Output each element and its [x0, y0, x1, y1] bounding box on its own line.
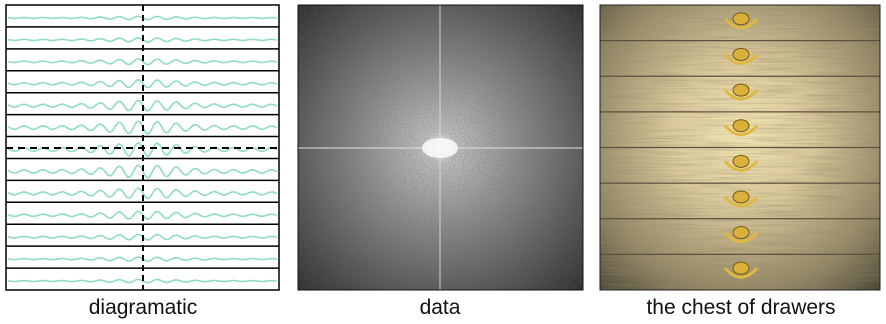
handle-plate [733, 120, 749, 132]
handle-plate [733, 227, 749, 239]
handle-plate [733, 262, 749, 274]
caption: diagramatic [89, 296, 198, 319]
handle-plate [733, 84, 749, 96]
data-panel [298, 5, 583, 290]
page: diagramatic data the chest of drawers ((… [0, 0, 886, 324]
drawers-panel [600, 5, 880, 290]
handle-plate [733, 155, 749, 167]
handle-plate [733, 13, 749, 25]
caption: data [420, 296, 461, 319]
diagram-panel [6, 5, 279, 290]
handle-plate [733, 48, 749, 60]
figure: diagramatic data the chest of drawers [0, 0, 886, 324]
caption: the chest of drawers [646, 296, 835, 319]
center-glow [422, 138, 458, 158]
handle-plate [733, 191, 749, 203]
